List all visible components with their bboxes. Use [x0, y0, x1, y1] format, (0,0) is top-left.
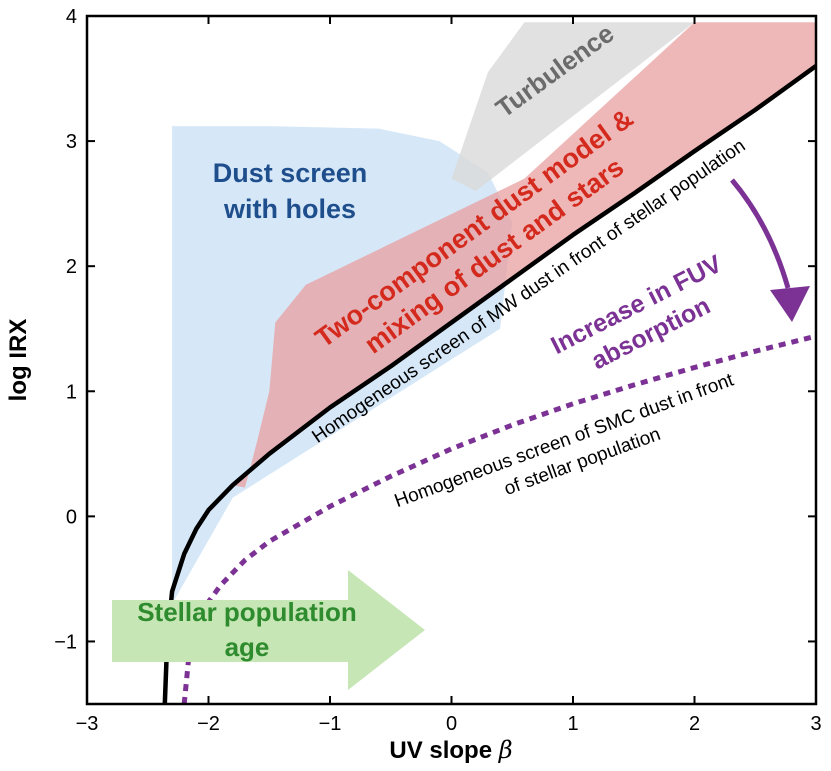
age-label-line2: age: [225, 632, 270, 662]
region-turbulence: [451, 22, 695, 192]
fuv-arrow-head: [770, 286, 810, 322]
age-arrow: [112, 570, 425, 690]
y-tick-label: −1: [54, 631, 77, 653]
x-axis-label: UV slope β: [389, 736, 512, 764]
shaded-regions: [172, 22, 816, 604]
y-tick-label: 1: [66, 381, 77, 403]
fuv-arrow-shaft: [730, 178, 791, 289]
dust-screen-label-line1: Dust screen: [213, 158, 368, 188]
region-two-component-dust-model-mixing-of-dust-and-stars: [232, 22, 816, 488]
y-tick-label: 4: [66, 6, 77, 28]
x-tick-label: 2: [689, 713, 700, 735]
x-tick-label: 1: [567, 713, 578, 735]
x-tick-label: −1: [319, 713, 342, 735]
x-tick-label: −3: [76, 713, 99, 735]
y-tick-label: 0: [66, 506, 77, 528]
mw-dust-curve: [162, 64, 816, 704]
y-tick-label: 3: [66, 131, 77, 153]
axis-ticks: −3 −2 −1 0 1 2 3 −1 0 1 2 3 4: [54, 6, 821, 735]
y-tick-label: 2: [66, 256, 77, 278]
x-tick-label: 3: [810, 713, 821, 735]
x-tick-label: 0: [446, 713, 457, 735]
annotations: [112, 178, 810, 690]
x-tick-label: −2: [197, 713, 220, 735]
y-axis-label: log IRX: [5, 319, 32, 402]
dust-screen-label-line2: with holes: [223, 194, 356, 224]
smc-curve-label-line1: Homogeneous screen of SMC dust in front: [392, 369, 737, 512]
age-label-line1: Stellar population: [137, 597, 357, 627]
beta-symbol: β: [498, 736, 513, 764]
